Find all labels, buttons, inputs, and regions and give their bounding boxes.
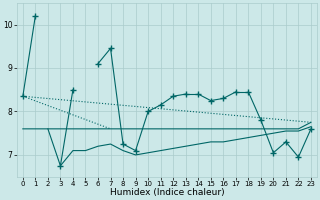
- X-axis label: Humidex (Indice chaleur): Humidex (Indice chaleur): [109, 188, 224, 197]
